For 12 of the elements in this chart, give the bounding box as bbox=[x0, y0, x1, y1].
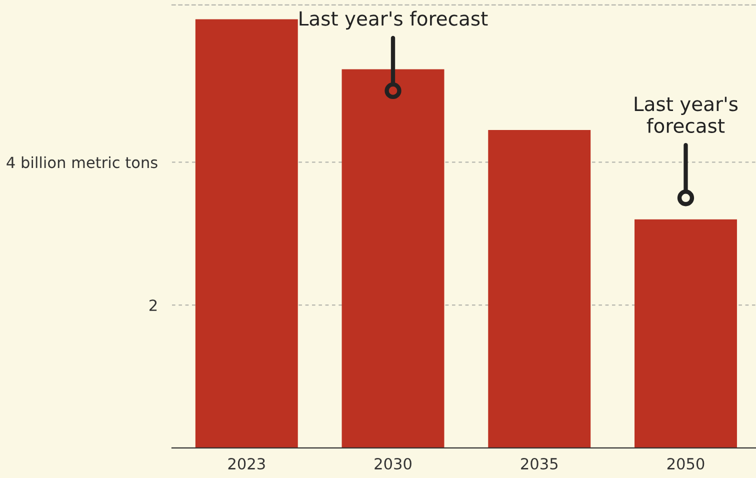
x-tick-label: 2030 bbox=[374, 458, 412, 470]
x-tick-label: 2023 bbox=[228, 458, 265, 470]
bar bbox=[488, 130, 591, 448]
annotation: Last year's forecast bbox=[634, 96, 738, 134]
x-tick-label: 2050 bbox=[667, 458, 704, 470]
bar bbox=[195, 19, 298, 448]
bar bbox=[342, 69, 444, 448]
y-tick-label: 2 bbox=[150, 300, 157, 311]
annotation: Last year's forecast bbox=[300, 10, 488, 30]
bar bbox=[634, 219, 737, 448]
x-tick-label: 2035 bbox=[521, 458, 558, 470]
y-tick-label: 4 billion metric tons bbox=[6, 156, 158, 168]
